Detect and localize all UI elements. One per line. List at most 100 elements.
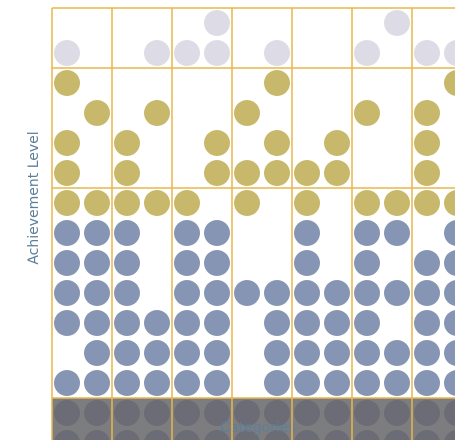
dot-12-7 bbox=[264, 370, 290, 396]
dot-12-13 bbox=[444, 370, 455, 396]
dot-11-8 bbox=[294, 340, 320, 366]
dot-8-10 bbox=[354, 250, 380, 276]
dot-5-0 bbox=[54, 160, 80, 186]
dot-10-8 bbox=[294, 310, 320, 336]
dot-5-12 bbox=[414, 160, 440, 186]
dot-8-2 bbox=[114, 250, 140, 276]
dot-9-8 bbox=[294, 280, 320, 306]
dot-1-10 bbox=[354, 40, 380, 66]
dot-1-4 bbox=[174, 40, 200, 66]
dot-11-7 bbox=[264, 340, 290, 366]
dot-11-9 bbox=[324, 340, 350, 366]
dot-5-9 bbox=[324, 160, 350, 186]
dot-13-9 bbox=[324, 400, 350, 426]
dot-13-11 bbox=[384, 400, 410, 426]
dot-4-5 bbox=[204, 130, 230, 156]
dot-6-13 bbox=[444, 190, 455, 216]
dot-13-10 bbox=[354, 400, 380, 426]
dot-12-2 bbox=[114, 370, 140, 396]
dot-4-9 bbox=[324, 130, 350, 156]
dot-5-6 bbox=[234, 160, 260, 186]
dot-14-3 bbox=[144, 430, 170, 440]
dot-12-0 bbox=[54, 370, 80, 396]
dot-3-1 bbox=[84, 100, 110, 126]
dot-11-12 bbox=[414, 340, 440, 366]
dot-8-0 bbox=[54, 250, 80, 276]
dot-7-5 bbox=[204, 220, 230, 246]
dot-8-1 bbox=[84, 250, 110, 276]
dot-6-2 bbox=[114, 190, 140, 216]
dot-9-2 bbox=[114, 280, 140, 306]
dot-marks bbox=[54, 10, 455, 440]
dot-10-0 bbox=[54, 310, 80, 336]
dot-3-3 bbox=[144, 100, 170, 126]
dot-10-4 bbox=[174, 310, 200, 336]
dot-9-4 bbox=[174, 280, 200, 306]
dot-10-3 bbox=[144, 310, 170, 336]
dot-14-4 bbox=[174, 430, 200, 440]
dot-11-5 bbox=[204, 340, 230, 366]
dot-14-11 bbox=[384, 430, 410, 440]
dot-14-0 bbox=[54, 430, 80, 440]
dot-7-8 bbox=[294, 220, 320, 246]
dot-14-8 bbox=[294, 430, 320, 440]
dot-1-7 bbox=[264, 40, 290, 66]
dot-10-2 bbox=[114, 310, 140, 336]
dot-6-11 bbox=[384, 190, 410, 216]
dot-14-5 bbox=[204, 430, 230, 440]
dot-9-13 bbox=[444, 280, 455, 306]
dot-9-9 bbox=[324, 280, 350, 306]
dot-14-2 bbox=[114, 430, 140, 440]
dot-5-8 bbox=[294, 160, 320, 186]
dot-11-11 bbox=[384, 340, 410, 366]
dot-4-7 bbox=[264, 130, 290, 156]
dot-6-4 bbox=[174, 190, 200, 216]
dot-7-11 bbox=[384, 220, 410, 246]
dot-0-5 bbox=[204, 10, 230, 36]
dot-6-8 bbox=[294, 190, 320, 216]
dot-8-8 bbox=[294, 250, 320, 276]
dot-9-7 bbox=[264, 280, 290, 306]
dot-13-12 bbox=[414, 400, 440, 426]
dot-11-13 bbox=[444, 340, 455, 366]
dot-10-7 bbox=[264, 310, 290, 336]
column-grid bbox=[51, 7, 455, 440]
dot-6-12 bbox=[414, 190, 440, 216]
dot-12-8 bbox=[294, 370, 320, 396]
dot-6-0 bbox=[54, 190, 80, 216]
dot-9-5 bbox=[204, 280, 230, 306]
dot-12-4 bbox=[174, 370, 200, 396]
dot-7-10 bbox=[354, 220, 380, 246]
dot-10-5 bbox=[204, 310, 230, 336]
dot-6-1 bbox=[84, 190, 110, 216]
dot-2-13 bbox=[444, 70, 455, 96]
dot-13-4 bbox=[174, 400, 200, 426]
dot-8-12 bbox=[414, 250, 440, 276]
dot-13-1 bbox=[84, 400, 110, 426]
dot-2-7 bbox=[264, 70, 290, 96]
dot-6-3 bbox=[144, 190, 170, 216]
dot-8-5 bbox=[204, 250, 230, 276]
dot-10-9 bbox=[324, 310, 350, 336]
dot-12-1 bbox=[84, 370, 110, 396]
dot-10-13 bbox=[444, 310, 455, 336]
dot-9-11 bbox=[384, 280, 410, 306]
dot-12-11 bbox=[384, 370, 410, 396]
dot-5-2 bbox=[114, 160, 140, 186]
dot-7-13 bbox=[444, 220, 455, 246]
dot-3-12 bbox=[414, 100, 440, 126]
dot-14-6 bbox=[234, 430, 260, 440]
dot-12-3 bbox=[144, 370, 170, 396]
x-axis-label: Categories bbox=[220, 420, 295, 436]
dot-6-6 bbox=[234, 190, 260, 216]
dot-13-5 bbox=[204, 400, 230, 426]
dot-11-4 bbox=[174, 340, 200, 366]
dot-11-10 bbox=[354, 340, 380, 366]
dot-9-0 bbox=[54, 280, 80, 306]
dot-8-4 bbox=[174, 250, 200, 276]
dot-14-13 bbox=[444, 430, 455, 440]
dot-12-9 bbox=[324, 370, 350, 396]
dot-12-5 bbox=[204, 370, 230, 396]
dot-5-5 bbox=[204, 160, 230, 186]
